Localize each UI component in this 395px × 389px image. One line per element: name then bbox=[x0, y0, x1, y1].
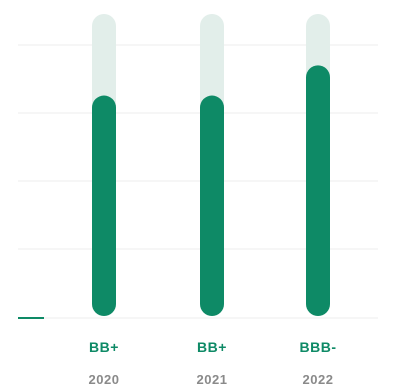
bar-2021 bbox=[200, 95, 224, 316]
bar-2022 bbox=[306, 65, 330, 316]
rating-label-2022: BBB- bbox=[300, 339, 337, 355]
bar-2020 bbox=[92, 95, 116, 316]
x-tick-label-2021: 2021 bbox=[197, 372, 228, 387]
x-tick-label-2022: 2022 bbox=[303, 372, 334, 387]
x-tick-label-2020: 2020 bbox=[89, 372, 120, 387]
labels: BB+ 2020 BB+ 2021 BBB- 2022 bbox=[89, 339, 337, 387]
rating-label-2020: BB+ bbox=[89, 339, 119, 355]
rating-label-2021: BB+ bbox=[197, 339, 227, 355]
bars bbox=[92, 65, 330, 316]
